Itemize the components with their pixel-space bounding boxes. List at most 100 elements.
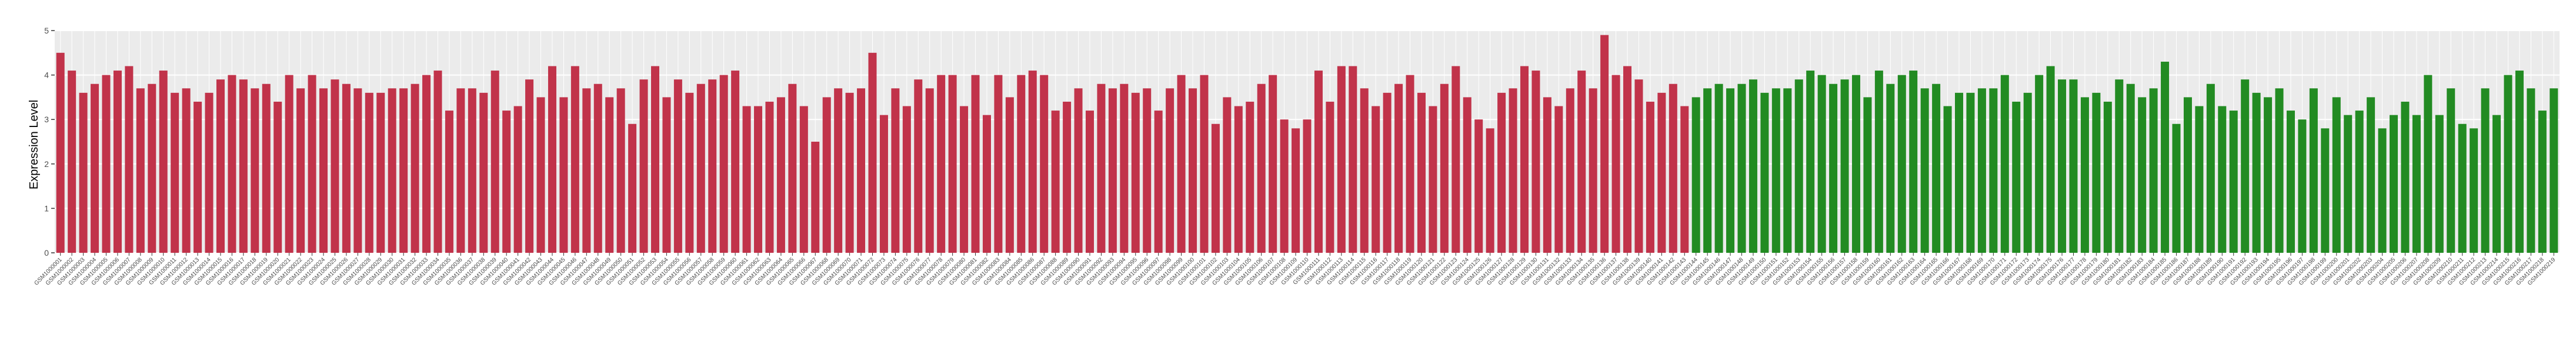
bar — [1691, 97, 1700, 253]
bar — [2470, 128, 2478, 253]
bar — [2538, 111, 2547, 253]
bar — [582, 88, 591, 253]
bar — [1406, 75, 1414, 253]
bar — [1886, 83, 1895, 253]
bar — [548, 66, 556, 253]
bar — [1429, 106, 1437, 253]
bar — [2126, 83, 2135, 253]
bar — [1909, 71, 1918, 253]
bar — [308, 75, 316, 253]
bar — [399, 88, 408, 253]
bar — [731, 71, 740, 253]
bar — [1749, 79, 1757, 253]
bar — [1634, 79, 1643, 253]
bar — [2447, 88, 2455, 253]
bar — [1292, 128, 1300, 253]
bar — [1486, 128, 1494, 253]
bar — [2515, 71, 2524, 253]
bar — [1040, 75, 1049, 253]
bar — [1589, 88, 1597, 253]
y-axis-title: Expression Level — [28, 100, 41, 189]
bar — [1417, 92, 1426, 253]
y-tick-label: 3 — [44, 115, 49, 124]
bar — [1600, 35, 1609, 253]
bar — [1989, 88, 1998, 253]
bar — [788, 83, 797, 253]
bar — [2309, 88, 2318, 253]
y-tick-label: 5 — [44, 26, 49, 35]
bar — [2115, 79, 2124, 253]
bar — [68, 71, 76, 253]
bar — [948, 75, 957, 253]
bar — [365, 92, 373, 253]
bar — [868, 52, 877, 253]
bar — [319, 88, 328, 253]
bar — [1977, 88, 1986, 253]
bar — [1771, 88, 1780, 253]
bar — [2378, 128, 2387, 253]
bar — [937, 75, 946, 253]
bar — [56, 52, 65, 253]
bar — [1246, 101, 1254, 253]
bar — [525, 79, 534, 253]
bar — [159, 71, 168, 253]
bar — [2481, 88, 2490, 253]
bar — [1943, 106, 1952, 253]
bar — [228, 75, 236, 253]
bar — [2241, 79, 2250, 253]
bar — [2229, 111, 2238, 253]
bar — [1314, 71, 1323, 253]
bar — [1657, 92, 1666, 253]
bar — [433, 71, 442, 253]
bar — [296, 88, 305, 253]
bar — [536, 97, 545, 253]
bar — [1920, 88, 1929, 253]
bar — [1543, 97, 1551, 253]
bar — [1223, 97, 1232, 253]
bar — [479, 92, 488, 253]
bar — [1257, 83, 1266, 253]
y-tick-label: 2 — [44, 159, 49, 169]
bar — [1703, 88, 1712, 253]
bar — [2390, 115, 2398, 253]
bar — [776, 97, 785, 253]
bar — [1108, 88, 1117, 253]
bar — [1063, 101, 1072, 253]
bar — [2092, 92, 2101, 253]
bar — [1166, 88, 1174, 253]
bar — [1131, 92, 1140, 253]
bar — [1097, 83, 1106, 253]
bar — [1726, 88, 1735, 253]
bar — [1863, 97, 1872, 253]
bar — [2424, 75, 2432, 253]
bar — [673, 79, 682, 253]
bar — [1337, 66, 1346, 253]
bar — [1303, 119, 1312, 253]
bar — [570, 66, 579, 253]
bar — [331, 79, 339, 253]
bar — [2218, 106, 2227, 253]
bar — [879, 115, 888, 253]
bar — [1760, 92, 1769, 253]
bar — [2252, 92, 2261, 253]
bar — [2344, 115, 2353, 253]
bar — [1269, 75, 1277, 253]
bar — [1177, 75, 1186, 253]
bar — [1714, 83, 1723, 253]
bar — [2149, 88, 2158, 253]
bar — [1200, 75, 1209, 253]
bar — [1680, 106, 1689, 253]
bar — [1497, 92, 1506, 253]
bar — [468, 88, 476, 253]
bar — [2275, 88, 2284, 253]
bar — [1817, 75, 1826, 253]
bar — [2504, 75, 2512, 253]
bar — [616, 88, 625, 253]
bar — [2492, 115, 2501, 253]
bar — [891, 88, 900, 253]
bar — [1669, 83, 1677, 253]
bar — [125, 66, 134, 253]
bar — [1440, 83, 1449, 253]
bar — [1851, 75, 1860, 253]
